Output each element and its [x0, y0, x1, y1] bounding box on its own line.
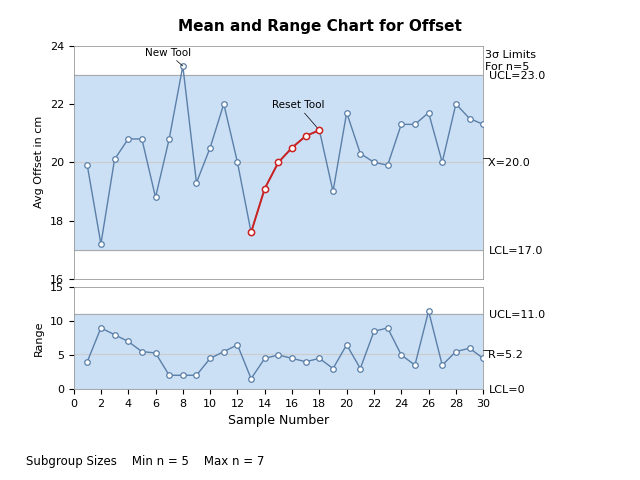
Text: New Tool: New Tool — [145, 48, 191, 66]
Y-axis label: Avg Offset in cm: Avg Offset in cm — [34, 116, 44, 208]
Bar — [74, 314, 483, 389]
Text: Mean and Range Chart for Offset: Mean and Range Chart for Offset — [178, 19, 462, 34]
Text: Subgroup Sizes    Min n = 5    Max n = 7: Subgroup Sizes Min n = 5 Max n = 7 — [26, 455, 264, 468]
X-axis label: Sample Number: Sample Number — [228, 414, 329, 427]
Bar — [74, 75, 483, 250]
Y-axis label: Range: Range — [35, 320, 44, 356]
Text: 3σ Limits
For n=5: 3σ Limits For n=5 — [485, 50, 536, 72]
Text: Reset Tool: Reset Tool — [271, 100, 324, 130]
